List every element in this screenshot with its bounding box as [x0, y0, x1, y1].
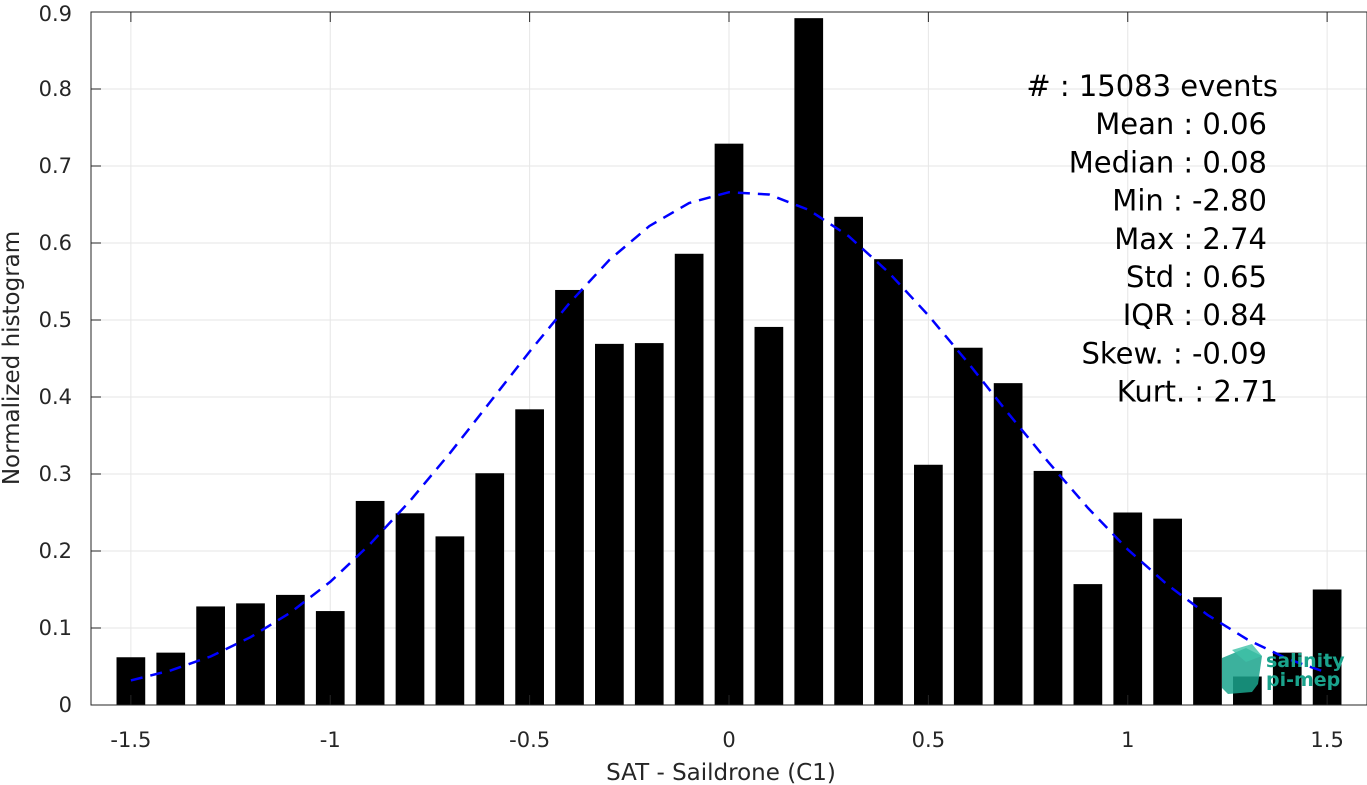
histogram-bar [953, 347, 983, 705]
stat-line: IQR : 0.84 [1123, 298, 1267, 332]
y-tick-label: 0 [59, 693, 72, 717]
histogram-bar [435, 536, 465, 705]
x-tick-label: 0 [722, 728, 735, 752]
histogram-bar [515, 409, 544, 705]
histogram-bar [914, 464, 943, 705]
normal-fit-curve [130, 190, 1328, 682]
y-tick-label: 0.9 [39, 2, 72, 26]
histogram-bar [794, 18, 824, 706]
stat-line: Min : -2.80 [1112, 184, 1267, 218]
y-axis-label: Normalized histogram [0, 231, 25, 485]
x-tick-label: 0.5 [912, 728, 945, 752]
histogram-bar [634, 343, 664, 705]
histogram-bar [156, 652, 186, 705]
y-tick-labels: 0 0.1 0.2 0.3 0.4 0.5 0.6 0.7 0.8 0.9 [39, 2, 72, 717]
histogram-bar [1113, 512, 1143, 705]
histogram-bar [1312, 589, 1342, 705]
histogram-bar [315, 611, 345, 705]
y-tick-label: 0.5 [39, 308, 72, 332]
y-tick-label: 0.2 [39, 539, 72, 563]
x-tick-label: 1.5 [1310, 728, 1343, 752]
histogram-bar [834, 216, 863, 705]
y-tick-label: 0.6 [39, 231, 72, 255]
histogram-bar [714, 143, 744, 706]
salinity-pi-mep-logo: salinity pi-mep [1222, 644, 1345, 694]
stat-line: Skew. : -0.09 [1081, 336, 1267, 370]
x-tick-label: -1 [320, 728, 341, 752]
histogram-bar [236, 603, 265, 705]
stat-line: # : 15083 events [1026, 69, 1278, 103]
histogram-bar [754, 326, 784, 705]
y-tick-label: 0.4 [39, 385, 72, 409]
logo-line1: salinity [1266, 650, 1345, 672]
histogram-bar [1033, 470, 1063, 705]
x-tick-label: 1 [1121, 728, 1134, 752]
histogram-bars [116, 18, 1342, 706]
y-tick-label: 0.3 [39, 462, 72, 486]
histogram-bar [595, 343, 624, 705]
histogram-bar [555, 289, 584, 705]
stat-line: Kurt. : 2.71 [1117, 375, 1278, 409]
x-tick-labels: -1.5 -1 -0.5 0 0.5 1 1.5 [110, 728, 1343, 752]
histogram-bar [993, 383, 1023, 705]
histogram-bar [395, 513, 425, 705]
histogram-bar [355, 500, 385, 705]
y-tick-label: 0.8 [39, 77, 72, 101]
histogram-bar [475, 473, 505, 705]
y-tick-label: 0.7 [39, 154, 72, 178]
y-tick-label: 0.1 [39, 616, 72, 640]
histogram-bar [674, 253, 704, 705]
logo-line2: pi-mep [1266, 669, 1340, 691]
x-tick-label: -1.5 [110, 728, 151, 752]
histogram-bar [1153, 518, 1182, 705]
x-tick-label: -0.5 [509, 728, 550, 752]
stat-line: Median : 0.08 [1069, 145, 1267, 179]
x-axis-label: SAT - Saildrone (C1) [606, 760, 836, 785]
stat-line: Std : 0.65 [1126, 260, 1267, 294]
stat-line: Mean : 0.06 [1095, 107, 1267, 141]
statistics-box: # : 15083 events Mean : 0.06 Median : 0.08… [1026, 69, 1278, 409]
stat-line: Max : 2.74 [1114, 222, 1267, 256]
histogram-bar [1073, 584, 1103, 705]
histogram-bar [874, 259, 903, 705]
histogram-bar [276, 594, 305, 705]
axes-frame [90, 11, 1367, 706]
